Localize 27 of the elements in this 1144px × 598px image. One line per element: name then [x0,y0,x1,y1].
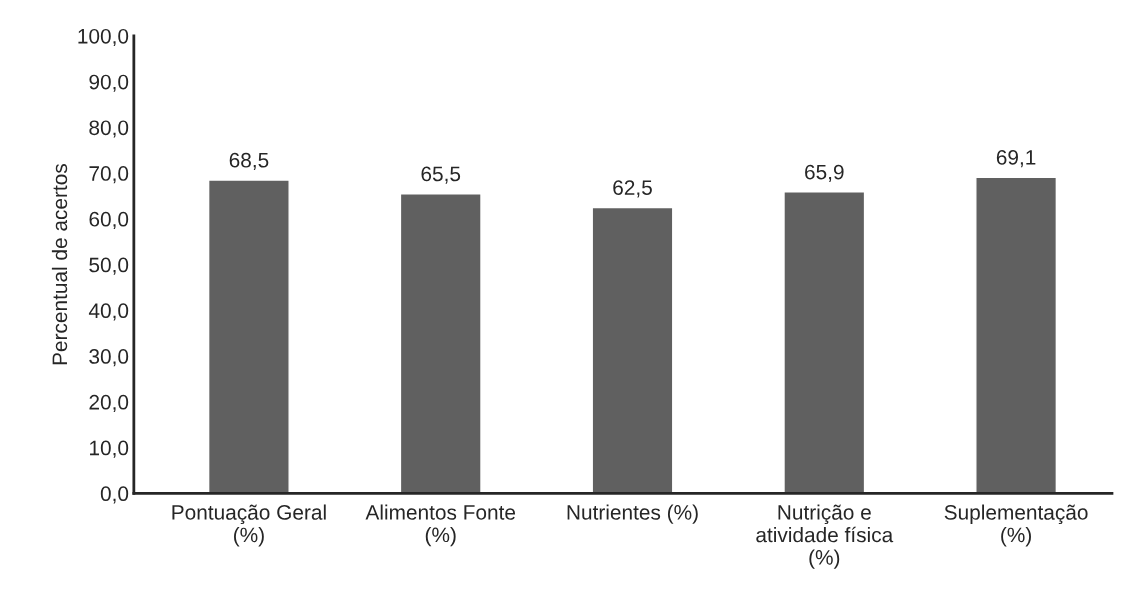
y-tick-label: 20,0 [89,394,129,413]
y-tick-label: 100,0 [78,28,129,47]
x-tick-label: Suplementação (%) [944,504,1088,547]
bar [783,191,866,494]
bar [207,179,290,494]
y-tick-label: 30,0 [89,349,129,367]
data-label: 62,5 [613,180,652,198]
data-label: 68,5 [229,152,269,170]
x-tick-label: Nutrientes (%) [567,504,698,524]
data-label: 65,5 [421,166,461,184]
y-axis-title: Percentual de acertos [51,164,68,365]
y-tick-label: 60,0 [89,211,129,230]
y-tick-label: 10,0 [90,440,129,458]
y-tick-label: 90,0 [89,74,129,92]
x-tick-label: Nutrição e atividade física (%) [756,504,894,569]
y-tick-label: 40,0 [88,303,129,321]
y-tick-label: 80,0 [89,120,129,138]
x-tick-label: Pontuação Geral (%) [172,504,326,547]
y-tick-label: 50,0 [89,257,129,275]
y-tick-label: 0,0 [100,486,129,504]
x-tick-label: Alimentos Fonte (%) [365,504,516,547]
data-label: 65,9 [805,164,844,182]
data-label: 69,1 [996,150,1036,168]
bar [975,176,1058,494]
bar [591,206,674,494]
bar [399,193,482,494]
y-tick-label: 70,0 [89,166,129,184]
